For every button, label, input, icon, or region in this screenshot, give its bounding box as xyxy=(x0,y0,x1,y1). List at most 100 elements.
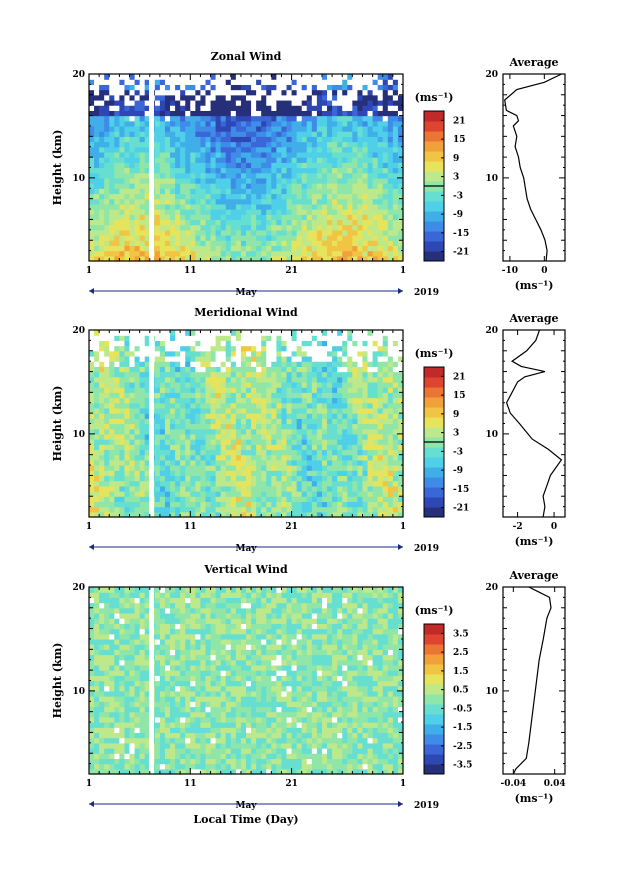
heatmap-cell xyxy=(185,371,191,378)
heatmap-cell xyxy=(225,115,232,122)
heatmap-cell xyxy=(347,84,353,91)
heatmap-cell xyxy=(185,418,191,425)
heatmap-cell xyxy=(175,485,181,492)
heatmap-cell xyxy=(200,255,207,262)
heatmap-cell xyxy=(342,99,348,106)
heatmap-cell xyxy=(261,84,267,91)
heatmap-cell xyxy=(316,250,323,257)
heatmap-cell xyxy=(327,345,333,352)
heatmap-cell xyxy=(94,748,100,754)
heatmap-cell xyxy=(114,84,120,91)
heatmap-cell xyxy=(180,465,186,471)
heatmap-cell xyxy=(296,99,303,106)
heatmap-cell xyxy=(215,439,222,445)
heatmap-cell xyxy=(392,387,399,393)
heatmap-cell xyxy=(139,94,146,101)
heatmap-cell xyxy=(230,240,237,247)
heatmap-cell xyxy=(276,501,283,508)
heatmap-cell xyxy=(301,407,308,414)
heatmap-cell xyxy=(104,392,110,399)
heatmap-cell xyxy=(164,485,171,492)
heatmap-cell xyxy=(200,250,207,257)
heatmap-cell xyxy=(327,418,333,425)
heatmap-cell xyxy=(129,459,136,466)
heatmap-cell xyxy=(301,485,308,492)
heatmap-cell xyxy=(210,99,217,106)
heatmap-cell xyxy=(327,177,333,184)
heatmap-cell xyxy=(159,125,166,132)
heatmap-cell xyxy=(220,177,227,184)
heatmap-cell xyxy=(104,501,110,508)
heatmap-cell xyxy=(246,157,252,163)
heatmap-cell xyxy=(306,188,313,195)
heatmap-cell xyxy=(397,219,404,226)
heatmap-cell xyxy=(114,402,120,409)
colorbar-tick-label: -15 xyxy=(453,229,469,239)
heatmap-cell xyxy=(190,125,196,132)
heatmap-cell xyxy=(210,506,217,513)
heatmap-cell xyxy=(134,151,141,158)
heatmap-cell xyxy=(190,250,196,257)
heatmap-cell xyxy=(321,245,328,252)
heatmap-cell xyxy=(144,105,151,111)
heatmap-cell xyxy=(251,335,257,341)
heatmap-cell xyxy=(134,366,141,373)
heatmap-cell xyxy=(357,162,364,169)
heatmap-cell xyxy=(220,141,227,148)
heatmap-cell xyxy=(159,407,166,414)
heatmap-cell xyxy=(99,423,105,430)
heatmap-cell xyxy=(382,198,389,205)
heatmap-cell xyxy=(261,151,267,158)
heatmap-cell xyxy=(342,183,348,189)
heatmap-cell xyxy=(129,115,136,122)
heatmap-cell xyxy=(327,335,333,341)
heatmap-cell xyxy=(170,74,176,80)
heatmap-cell xyxy=(281,366,288,373)
heatmap-cell xyxy=(377,240,384,247)
heatmap-cell xyxy=(337,229,343,236)
heatmap-cell xyxy=(170,340,176,347)
heatmap-cell xyxy=(109,470,115,477)
heatmap-cell xyxy=(347,193,353,200)
heatmap-cell xyxy=(215,511,222,518)
heatmap-cell xyxy=(170,125,176,132)
heatmap-cell xyxy=(357,235,364,241)
heatmap-cell xyxy=(154,105,161,111)
heatmap-cell xyxy=(311,491,318,497)
heatmap-cell xyxy=(185,115,191,122)
heatmap-cell xyxy=(342,407,348,414)
heatmap-cell xyxy=(256,491,262,497)
heatmap-cell xyxy=(164,209,171,215)
heatmap-cell xyxy=(286,371,293,378)
heatmap-cell xyxy=(311,167,318,174)
heatmap-cell xyxy=(114,110,120,117)
heatmap-cell xyxy=(246,340,252,347)
heatmap-cell xyxy=(397,162,404,169)
heatmap-cell xyxy=(352,433,359,440)
heatmap-cell xyxy=(180,219,186,226)
heatmap-cell xyxy=(256,105,262,111)
heatmap-cell xyxy=(321,413,328,419)
heatmap-cell xyxy=(205,439,212,445)
heatmap-cell xyxy=(382,203,389,210)
heatmap-cell xyxy=(291,224,298,231)
heatmap-cell xyxy=(154,454,161,461)
heatmap-cell xyxy=(276,491,283,497)
heatmap-cell xyxy=(94,737,100,744)
heatmap-cell xyxy=(327,203,333,210)
heatmap-cell xyxy=(124,459,131,466)
heatmap-cell xyxy=(271,439,277,445)
heatmap-cell xyxy=(327,240,333,247)
heatmap-cell xyxy=(139,141,146,148)
heatmap-cell xyxy=(164,470,171,477)
heatmap-cell xyxy=(347,141,353,148)
heatmap-cell xyxy=(185,340,191,347)
heatmap-cell xyxy=(372,74,379,80)
heatmap-cell xyxy=(352,480,359,487)
heatmap-cell xyxy=(215,433,222,440)
heatmap-cell xyxy=(377,151,384,158)
heatmap-cell xyxy=(286,157,293,163)
heatmap-cell xyxy=(266,74,272,80)
heatmap-cell xyxy=(180,120,186,127)
heatmap-cell xyxy=(134,433,141,440)
